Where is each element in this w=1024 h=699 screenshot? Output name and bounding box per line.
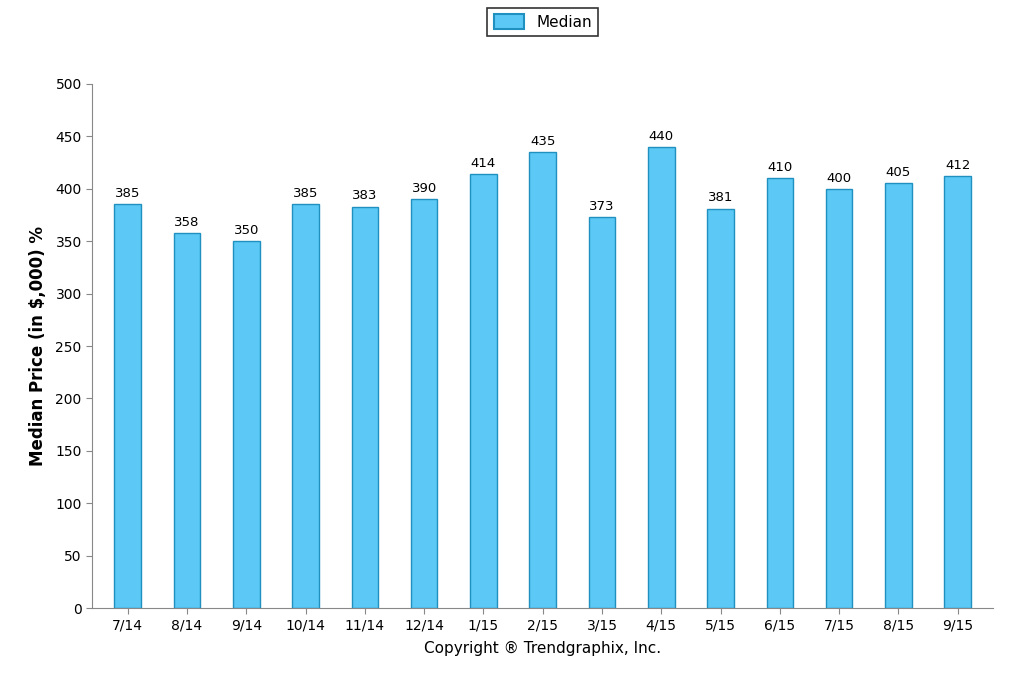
Bar: [767, 178, 794, 608]
Text: 405: 405: [886, 166, 911, 179]
X-axis label: Copyright ® Trendgraphix, Inc.: Copyright ® Trendgraphix, Inc.: [424, 641, 662, 656]
Bar: [708, 208, 734, 608]
Bar: [529, 152, 556, 608]
Bar: [470, 174, 497, 608]
Bar: [411, 199, 437, 608]
Bar: [944, 176, 971, 608]
Text: 385: 385: [115, 187, 140, 201]
Text: 435: 435: [530, 135, 555, 148]
Bar: [589, 217, 615, 608]
Text: 381: 381: [708, 192, 733, 204]
Text: 412: 412: [945, 159, 971, 172]
Legend: Median: Median: [487, 8, 598, 36]
Text: 390: 390: [412, 182, 437, 195]
Bar: [825, 189, 852, 608]
Bar: [174, 233, 201, 608]
Bar: [292, 204, 318, 608]
Text: 373: 373: [589, 200, 614, 212]
Text: 358: 358: [174, 215, 200, 229]
Text: 350: 350: [233, 224, 259, 237]
Text: 400: 400: [826, 171, 852, 185]
Text: 440: 440: [649, 129, 674, 143]
Bar: [232, 241, 260, 608]
Text: 414: 414: [471, 157, 496, 170]
Y-axis label: Median Price (in $,000) %: Median Price (in $,000) %: [29, 226, 47, 466]
Text: 385: 385: [293, 187, 318, 201]
Text: 410: 410: [767, 161, 793, 174]
Bar: [648, 147, 675, 608]
Bar: [115, 204, 141, 608]
Text: 383: 383: [352, 189, 378, 203]
Bar: [885, 183, 911, 608]
Bar: [351, 207, 378, 608]
